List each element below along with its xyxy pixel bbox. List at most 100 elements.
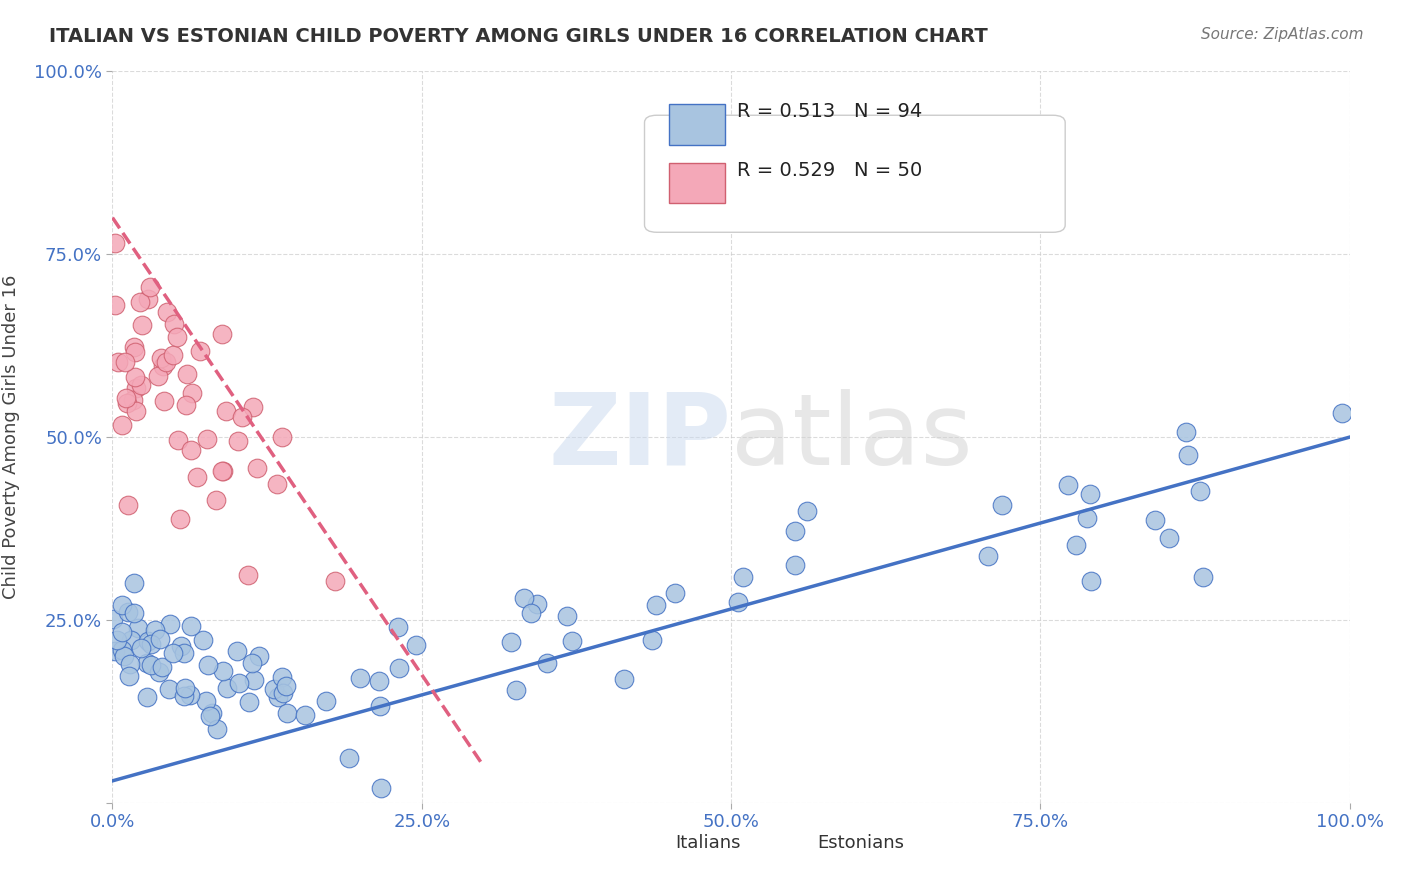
Point — [211, 464, 233, 478]
Point — [156, 305, 179, 319]
Point — [727, 595, 749, 609]
Point — [212, 664, 235, 678]
Point — [195, 694, 218, 708]
Point — [1177, 448, 1199, 462]
Point — [387, 620, 409, 634]
Point — [152, 394, 174, 409]
Point — [104, 235, 127, 250]
FancyBboxPatch shape — [669, 162, 725, 203]
Point — [195, 432, 218, 446]
Point — [141, 637, 163, 651]
Point — [641, 632, 664, 647]
Point — [276, 706, 298, 721]
Point — [664, 585, 686, 599]
Point — [977, 549, 1000, 563]
Point — [129, 640, 152, 655]
Point — [145, 623, 167, 637]
Point — [114, 649, 136, 664]
Point — [1078, 487, 1101, 501]
Point — [111, 625, 134, 640]
Point — [111, 599, 134, 613]
Text: Italians: Italians — [675, 834, 741, 852]
Point — [349, 671, 371, 685]
Point — [315, 693, 337, 707]
Point — [149, 632, 172, 646]
Point — [526, 597, 548, 611]
Text: ITALIAN VS ESTONIAN CHILD POVERTY AMONG GIRLS UNDER 16 CORRELATION CHART: ITALIAN VS ESTONIAN CHILD POVERTY AMONG … — [49, 27, 988, 45]
Point — [644, 598, 666, 612]
Point — [114, 391, 136, 405]
Point — [505, 683, 527, 698]
Point — [198, 709, 221, 723]
Point — [247, 648, 270, 663]
Point — [162, 348, 184, 362]
Point — [238, 567, 260, 582]
Point — [150, 351, 173, 365]
Point — [180, 442, 202, 457]
FancyBboxPatch shape — [644, 115, 1066, 232]
Point — [107, 355, 129, 369]
Point — [1057, 478, 1080, 492]
Point — [520, 607, 543, 621]
Text: R = 0.513   N = 94: R = 0.513 N = 94 — [737, 102, 922, 121]
Point — [115, 396, 138, 410]
Point — [181, 385, 204, 400]
Point — [124, 576, 146, 591]
Point — [180, 619, 202, 633]
Point — [785, 524, 807, 538]
Point — [157, 681, 180, 696]
Point — [129, 378, 152, 392]
Point — [201, 706, 224, 720]
Point — [186, 470, 208, 484]
Point — [111, 642, 134, 657]
Point — [368, 673, 391, 688]
Point — [136, 690, 159, 704]
Text: Source: ZipAtlas.com: Source: ZipAtlas.com — [1201, 27, 1364, 42]
Point — [405, 638, 427, 652]
Point — [512, 591, 534, 605]
Point — [1174, 425, 1197, 440]
Point — [136, 633, 159, 648]
Point — [991, 499, 1014, 513]
Point — [127, 621, 149, 635]
Point — [120, 657, 142, 671]
Point — [1159, 531, 1181, 545]
Point — [555, 609, 578, 624]
Point — [240, 656, 263, 670]
Point — [226, 434, 249, 449]
Point — [125, 404, 148, 418]
Point — [370, 781, 392, 796]
Point — [271, 686, 294, 700]
Point — [1143, 513, 1166, 527]
Point — [148, 368, 170, 383]
FancyBboxPatch shape — [669, 104, 725, 145]
Text: R = 0.529   N = 50: R = 0.529 N = 50 — [737, 161, 922, 179]
Point — [197, 658, 219, 673]
Point — [215, 681, 238, 695]
Point — [173, 689, 195, 703]
Point — [135, 657, 157, 671]
Point — [270, 430, 292, 444]
Y-axis label: Child Poverty Among Girls Under 16: Child Poverty Among Girls Under 16 — [3, 275, 20, 599]
Point — [270, 670, 292, 684]
FancyBboxPatch shape — [775, 829, 808, 854]
Point — [103, 644, 125, 658]
Point — [388, 660, 411, 674]
Point — [124, 370, 146, 384]
Point — [231, 409, 253, 424]
Point — [536, 656, 558, 670]
Point — [337, 751, 360, 765]
Point — [174, 681, 197, 695]
Point — [174, 399, 197, 413]
Point — [1189, 484, 1212, 499]
Point — [120, 633, 142, 648]
Point — [212, 464, 235, 478]
Point — [274, 679, 297, 693]
Point — [368, 698, 391, 713]
Point — [124, 339, 146, 353]
Point — [173, 646, 195, 660]
Point — [139, 279, 162, 293]
Point — [162, 646, 184, 660]
Point — [246, 460, 269, 475]
FancyBboxPatch shape — [633, 829, 666, 854]
